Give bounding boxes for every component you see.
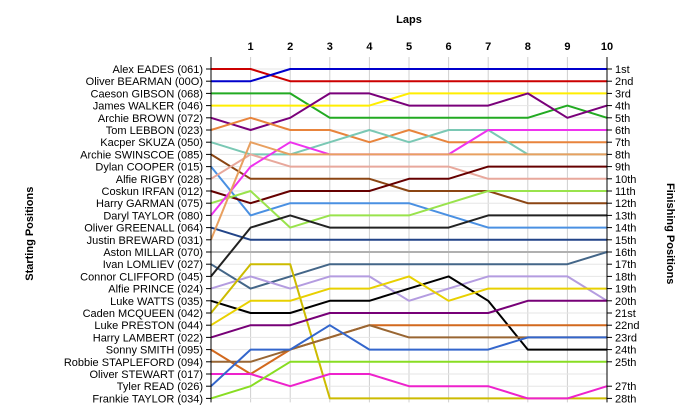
driver-series-line xyxy=(210,190,607,229)
starting-driver-label: Caeson GIBSON (068) xyxy=(91,88,204,100)
finishing-position-label: 17th xyxy=(615,259,636,271)
driver-series-line xyxy=(210,214,607,278)
starting-driver-label: Ivan LOMLIEV (027) xyxy=(103,259,203,271)
x-axis-title: Laps xyxy=(396,14,422,26)
driver-series-line xyxy=(211,92,608,119)
driver-series-line xyxy=(210,165,607,205)
driver-series-line xyxy=(210,275,607,351)
starting-driver-label: Oliver GREENALL (064) xyxy=(84,223,203,235)
starting-driver-label: Harry GARMAN (075) xyxy=(96,198,203,210)
x-tick-label: 1 xyxy=(248,41,254,53)
x-tick-label: 5 xyxy=(406,41,412,53)
starting-driver-label: Justin BREWARD (031) xyxy=(87,235,203,247)
starting-driver-label: Sonny SMITH (095) xyxy=(106,345,203,357)
finishing-position-label: 5th xyxy=(615,113,630,125)
starting-driver-label: Alex EADES (061) xyxy=(113,64,203,76)
finishing-position-labels: 1st2nd3rd4th5th6th7th8th9th10th11th12th1… xyxy=(607,64,639,405)
x-tick-label: 4 xyxy=(366,41,373,53)
series-lines xyxy=(210,68,608,400)
starting-driver-label: Daryl TAYLOR (080) xyxy=(103,210,203,222)
starting-driver-label: Caden MCQUEEN (042) xyxy=(83,308,203,320)
starting-driver-label: Luke PRESTON (044) xyxy=(94,320,203,332)
starting-driver-label: Robbie STAPLEFORD (094) xyxy=(64,357,203,369)
finishing-position-label: 11th xyxy=(615,186,636,198)
driver-series-line xyxy=(210,153,607,180)
finishing-position-label: 25th xyxy=(615,357,636,369)
starting-driver-label: Connor CLIFFORD (045) xyxy=(80,271,203,283)
starting-driver-label: Tom LEBBON (023) xyxy=(106,125,203,137)
driver-series-line xyxy=(210,324,607,375)
finishing-position-label: 13th xyxy=(615,210,636,222)
finishing-position-label: 19th xyxy=(615,284,636,296)
x-tick-label: 2 xyxy=(287,41,293,53)
driver-series-line xyxy=(210,251,608,290)
driver-series-line xyxy=(210,275,607,327)
finishing-position-label: 1st xyxy=(615,64,630,76)
finishing-position-label: 22nd xyxy=(615,320,639,332)
driver-series-line xyxy=(210,360,607,400)
finishing-position-label: 2nd xyxy=(615,76,633,88)
x-tick-label: 8 xyxy=(525,41,531,53)
finishing-position-label: 8th xyxy=(615,149,630,161)
starting-driver-label: Frankie TAYLOR (034) xyxy=(92,393,203,405)
finishing-position-label: 9th xyxy=(615,162,630,174)
finishing-position-label: 14th xyxy=(615,223,636,235)
x-tick-label: 7 xyxy=(485,41,491,53)
y-axis-title-right: Finishing Positions xyxy=(664,183,676,284)
finishing-position-label: 12th xyxy=(615,198,636,210)
starting-driver-label: Oliver STEWART (017) xyxy=(90,369,204,381)
finishing-position-label: 18th xyxy=(615,271,636,283)
driver-series-line xyxy=(211,373,608,400)
driver-series-line xyxy=(210,226,607,241)
starting-driver-label: Coskun IRFAN (012) xyxy=(102,186,203,198)
finishing-position-label: 15th xyxy=(615,235,636,247)
finishing-position-label: 20th xyxy=(615,296,636,308)
starting-driver-label: Archie SWINSCOE (085) xyxy=(80,149,203,161)
x-tick-label: 3 xyxy=(327,41,333,53)
driver-series-line xyxy=(210,153,607,205)
driver-series-line xyxy=(210,299,607,339)
starting-driver-label: Alfie PRINCE (024) xyxy=(108,284,203,296)
starting-driver-label: Luke WATTS (035) xyxy=(110,296,203,308)
x-tick-label: 6 xyxy=(446,41,452,53)
starting-position-labels: Alex EADES (061)Oliver BEARMAN (00O)Caes… xyxy=(64,64,211,405)
finishing-position-label: 28th xyxy=(615,393,636,405)
finishing-position-label: 7th xyxy=(615,137,630,149)
y-axis-title-left: Starting Positions xyxy=(24,187,36,281)
finishing-position-label: 16th xyxy=(615,247,636,259)
starting-driver-label: Harry LAMBERT (022) xyxy=(93,332,203,344)
driver-series-line xyxy=(210,92,608,131)
finishing-position-label: 3rd xyxy=(615,88,631,100)
finishing-position-label: 21st xyxy=(615,308,636,320)
starting-driver-label: Archie BROWN (072) xyxy=(98,113,203,125)
driver-series-line xyxy=(210,275,608,302)
finishing-position-label: 23rd xyxy=(615,332,637,344)
starting-driver-label: Dylan COOPER (015) xyxy=(95,162,203,174)
driver-series-line xyxy=(211,68,607,83)
driver-series-line xyxy=(210,165,607,229)
starting-driver-label: James WALKER (046) xyxy=(93,101,203,113)
driver-series-line xyxy=(210,324,607,387)
finishing-position-label: 6th xyxy=(615,125,630,137)
finishing-position-label: 27th xyxy=(615,381,636,393)
starting-driver-label: Kacper SKUZA (050) xyxy=(100,137,203,149)
driver-series-line xyxy=(211,92,607,107)
x-tick-label: 9 xyxy=(564,41,570,53)
x-tick-label: 10 xyxy=(601,41,613,53)
starting-driver-label: Oliver BEARMAN (00O) xyxy=(86,76,203,88)
starting-driver-label: Alfie RIGBY (028) xyxy=(116,174,203,186)
finishing-position-label: 24th xyxy=(615,345,636,357)
driver-series-line xyxy=(210,141,607,241)
x-axis-ticks: 1 2 3 4 5 6 7 8 9 10 xyxy=(248,41,614,53)
starting-driver-label: Tyler READ (026) xyxy=(117,381,203,393)
finishing-position-label: 4th xyxy=(615,101,630,113)
finishing-position-label: 10th xyxy=(615,174,636,186)
starting-driver-label: Aston MILLAR (070) xyxy=(103,247,203,259)
driver-series-line xyxy=(210,116,607,144)
driver-series-line xyxy=(211,68,607,83)
